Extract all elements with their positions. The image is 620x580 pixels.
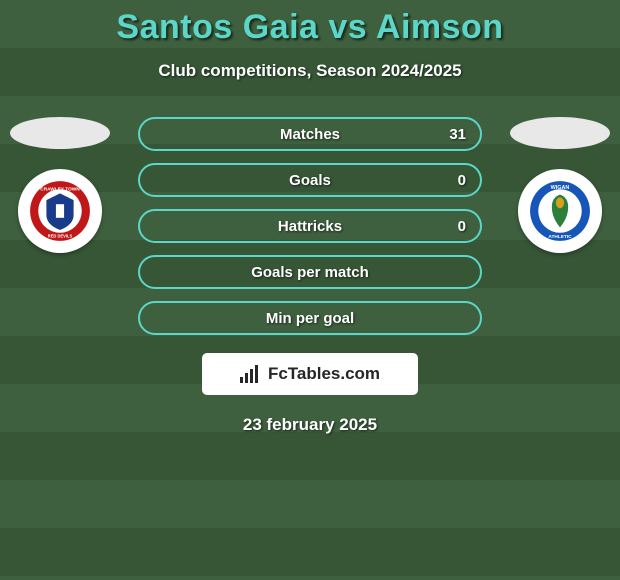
player-right-silhouette xyxy=(510,117,610,149)
bar-chart-icon xyxy=(240,365,262,383)
player-left-club-badge: CRAWLEY TOWN RED DEVILS xyxy=(18,169,102,253)
stat-label: Matches xyxy=(140,126,480,143)
stat-row: Min per goal xyxy=(138,301,482,335)
comparison-title: Santos Gaia vs Aimson xyxy=(0,0,620,47)
svg-text:ATHLETIC: ATHLETIC xyxy=(548,234,572,240)
comparison-subtitle: Club competitions, Season 2024/2025 xyxy=(0,61,620,81)
player-right-club-badge: WIGAN ATHLETIC xyxy=(518,169,602,253)
stat-row: Matches 31 xyxy=(138,117,482,151)
stat-right-value: 0 xyxy=(458,218,466,235)
comparison-date: 23 february 2025 xyxy=(0,415,620,435)
branding-text: FcTables.com xyxy=(268,364,380,384)
stat-row: Goals per match xyxy=(138,255,482,289)
comparison-body: CRAWLEY TOWN RED DEVILS WIGAN ATHLETIC M… xyxy=(0,117,620,435)
stat-label: Min per goal xyxy=(140,310,480,327)
stat-right-value: 31 xyxy=(449,126,466,143)
stat-row: Goals 0 xyxy=(138,163,482,197)
crawley-badge-icon: CRAWLEY TOWN RED DEVILS xyxy=(26,177,94,245)
wigan-badge-icon: WIGAN ATHLETIC xyxy=(526,177,594,245)
stat-row: Hattricks 0 xyxy=(138,209,482,243)
svg-text:RED DEVILS: RED DEVILS xyxy=(48,234,73,239)
stat-right-value: 0 xyxy=(458,172,466,189)
player-right-column: WIGAN ATHLETIC xyxy=(510,117,610,253)
stat-label: Goals per match xyxy=(140,264,480,281)
player-left-column: CRAWLEY TOWN RED DEVILS xyxy=(10,117,110,253)
stat-label: Goals xyxy=(140,172,480,189)
svg-text:CRAWLEY TOWN: CRAWLEY TOWN xyxy=(40,187,80,193)
branding-badge: FcTables.com xyxy=(202,353,418,395)
stat-label: Hattricks xyxy=(140,218,480,235)
player-left-silhouette xyxy=(10,117,110,149)
stats-container: Matches 31 Goals 0 Hattricks 0 Goals per… xyxy=(138,117,482,335)
svg-text:WIGAN: WIGAN xyxy=(551,185,570,191)
